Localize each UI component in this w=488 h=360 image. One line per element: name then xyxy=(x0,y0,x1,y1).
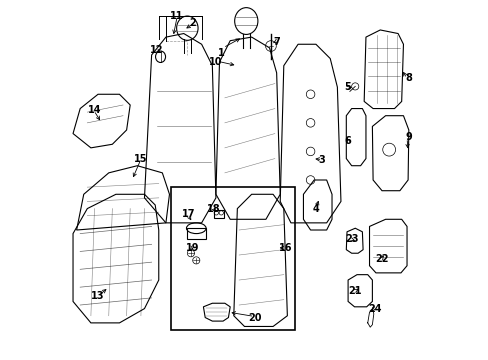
Text: 20: 20 xyxy=(248,312,262,323)
Text: 24: 24 xyxy=(367,303,381,314)
Text: 6: 6 xyxy=(344,136,351,146)
Text: 12: 12 xyxy=(150,45,163,55)
Text: 4: 4 xyxy=(312,203,319,213)
Text: 15: 15 xyxy=(134,154,147,163)
Text: 18: 18 xyxy=(207,203,221,213)
Text: 11: 11 xyxy=(169,11,183,21)
Text: 2: 2 xyxy=(189,18,196,28)
Text: 10: 10 xyxy=(209,57,222,67)
Text: 14: 14 xyxy=(87,105,101,115)
Text: 3: 3 xyxy=(317,156,324,165)
Bar xyxy=(214,210,224,217)
Text: 1: 1 xyxy=(218,48,224,58)
Text: 17: 17 xyxy=(182,209,196,219)
Text: 9: 9 xyxy=(405,132,411,142)
Text: 8: 8 xyxy=(405,73,411,83)
Text: 19: 19 xyxy=(185,243,199,253)
Bar xyxy=(171,187,294,330)
Text: 23: 23 xyxy=(344,234,358,244)
Bar xyxy=(186,228,205,239)
Text: 16: 16 xyxy=(278,243,292,253)
Text: 13: 13 xyxy=(91,291,104,301)
Text: 22: 22 xyxy=(374,253,388,264)
Text: 21: 21 xyxy=(348,286,361,296)
Text: 7: 7 xyxy=(273,37,280,48)
Text: 5: 5 xyxy=(344,82,351,92)
